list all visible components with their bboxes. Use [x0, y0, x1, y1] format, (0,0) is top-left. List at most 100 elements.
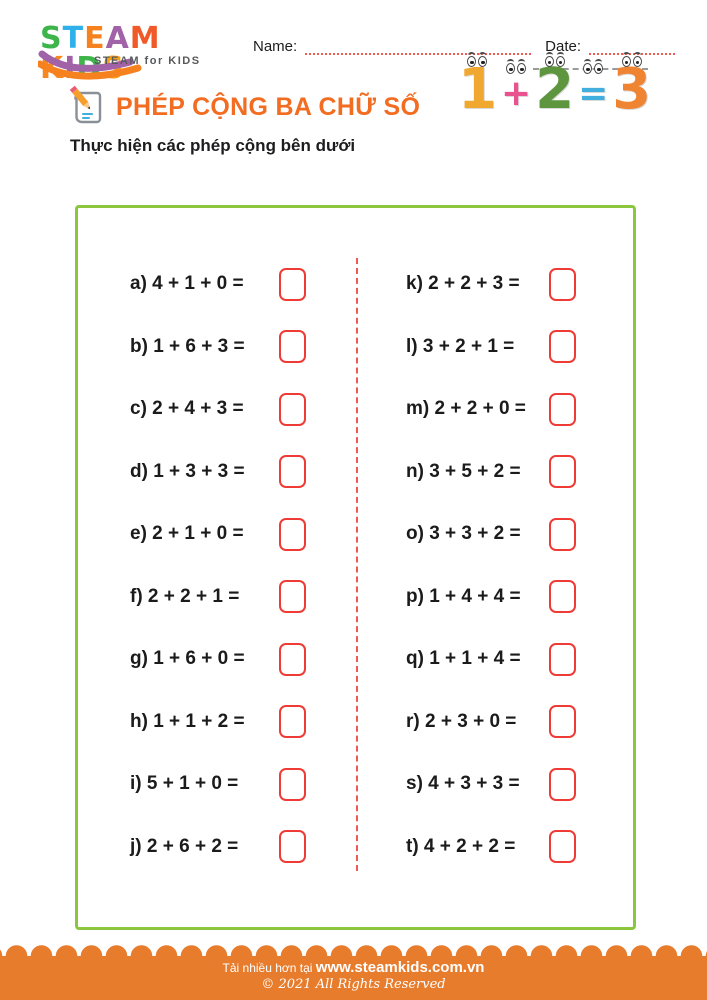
problem-row: o) 3 + 3 + 2 =: [355, 503, 633, 566]
pencil-paper-icon: [69, 86, 102, 124]
page-title: PHÉP CỘNG BA CHỮ SỐ: [116, 92, 421, 121]
answer-box[interactable]: [279, 267, 306, 301]
footer-website-link[interactable]: www.steamkids.com.vn: [315, 959, 485, 976]
mascot-character: 3: [612, 52, 652, 122]
mascot-eye: [583, 59, 593, 75]
problems-column-right: k) 2 + 2 + 3 = l) 3 + 2 + 1 = m) 2 + 2 + 0…: [355, 253, 633, 927]
problem-label: e) 2 + 1 + 0 =: [130, 523, 244, 545]
mascot-eye: [632, 52, 642, 67]
mascot-eyes: [467, 52, 488, 67]
problem-row: t) 4 + 2 + 2 =: [355, 816, 633, 879]
answer-box[interactable]: [549, 455, 576, 489]
answer-box[interactable]: [279, 580, 306, 614]
answer-box[interactable]: [549, 392, 576, 426]
problem-row: e) 2 + 1 + 0 =: [78, 503, 355, 566]
mascot-eye: [478, 52, 488, 67]
problem-row: q) 1 + 1 + 4 =: [355, 628, 633, 691]
problem-label: r) 2 + 3 + 0 =: [406, 710, 517, 732]
problem-row: r) 2 + 3 + 0 =: [355, 691, 633, 754]
problem-label: g) 1 + 6 + 0 =: [130, 648, 245, 670]
footer-scallop-edge: [0, 944, 707, 956]
problem-row: g) 1 + 6 + 0 =: [78, 628, 355, 691]
mascot-numbers-illustration: 1 +2 = 3: [458, 52, 652, 122]
problem-label: h) 1 + 1 + 2 =: [130, 710, 245, 732]
steam-kids-logo: STEAM KIDS STEAM for KIDS: [38, 21, 240, 84]
mascot-eye: [506, 59, 516, 75]
problem-label: t) 4 + 2 + 2 =: [406, 835, 516, 857]
answer-box[interactable]: [279, 705, 306, 739]
problem-row: n) 3 + 5 + 2 =: [355, 441, 633, 504]
mascot-eyes: [583, 59, 604, 75]
logo-letter: M: [129, 21, 161, 56]
answer-box[interactable]: [279, 642, 306, 676]
problem-label: m) 2 + 2 + 0 =: [406, 398, 526, 420]
problem-row: p) 1 + 4 + 4 =: [355, 566, 633, 629]
logo-tagline: STEAM for KIDS: [94, 55, 201, 67]
name-date-row: Name: Date:: [253, 38, 675, 55]
problem-label: k) 2 + 2 + 3 =: [406, 273, 520, 295]
mascot-character: 1: [458, 52, 497, 122]
problem-label: s) 4 + 3 + 3 =: [406, 773, 520, 795]
logo-letter: S: [40, 21, 63, 56]
name-input-line[interactable]: [305, 39, 532, 55]
mascot-eye: [621, 52, 631, 67]
problem-label: j) 2 + 6 + 2 =: [130, 835, 239, 857]
mascot-eyes: [506, 59, 527, 75]
problem-row: i) 5 + 1 + 0 =: [78, 753, 355, 816]
problem-row: m) 2 + 2 + 0 =: [355, 378, 633, 441]
problem-row: k) 2 + 2 + 3 =: [355, 253, 633, 316]
answer-box[interactable]: [549, 767, 576, 801]
mascot-character: 2: [535, 52, 575, 122]
answer-box[interactable]: [549, 705, 576, 739]
problem-row: h) 1 + 1 + 2 =: [78, 691, 355, 754]
footer-band: Tải nhiều hơn tại www.steamkids.com.vn ©…: [0, 956, 707, 1000]
answer-box[interactable]: [279, 830, 306, 864]
problem-row: l) 3 + 2 + 1 =: [355, 316, 633, 379]
footer-copyright: © 2021 All Rights Reserved: [261, 977, 446, 992]
logo-swoosh-icon: [38, 50, 142, 80]
mascot-character: =: [578, 59, 608, 112]
footer: Tải nhiều hơn tại www.steamkids.com.vn ©…: [0, 944, 707, 1000]
date-label: Date:: [545, 38, 581, 55]
problem-row: b) 1 + 6 + 3 =: [78, 316, 355, 379]
answer-box[interactable]: [549, 580, 576, 614]
problem-row: s) 4 + 3 + 3 =: [355, 753, 633, 816]
footer-download-text: Tải nhiều hơn tại www.steamkids.com.vn: [0, 959, 707, 976]
answer-box[interactable]: [549, 642, 576, 676]
mascot-eye: [544, 52, 554, 67]
date-input-line[interactable]: [589, 39, 675, 55]
problem-row: a) 4 + 1 + 0 =: [78, 253, 355, 316]
problem-label: o) 3 + 3 + 2 =: [406, 523, 521, 545]
problem-label: c) 2 + 4 + 3 =: [130, 398, 244, 420]
mascot-character: +: [501, 59, 531, 112]
column-divider: [355, 258, 358, 871]
name-label: Name:: [253, 38, 298, 55]
answer-box[interactable]: [279, 330, 306, 364]
problem-label: p) 1 + 4 + 4 =: [406, 585, 521, 607]
problems-column-left: a) 4 + 1 + 0 = b) 1 + 6 + 3 = c) 2 + 4 + 3…: [78, 253, 355, 927]
answer-box[interactable]: [549, 830, 576, 864]
answer-box[interactable]: [279, 517, 306, 551]
answer-box[interactable]: [549, 330, 576, 364]
answer-box[interactable]: [549, 267, 576, 301]
problem-label: d) 1 + 3 + 3 =: [130, 460, 245, 482]
footer-download-prefix: Tải nhiều hơn tại: [222, 961, 316, 975]
problem-label: q) 1 + 1 + 4 =: [406, 648, 521, 670]
problem-label: i) 5 + 1 + 0 =: [130, 773, 239, 795]
answer-box[interactable]: [279, 455, 306, 489]
problem-label: a) 4 + 1 + 0 =: [130, 273, 244, 295]
answer-box[interactable]: [279, 767, 306, 801]
answer-box[interactable]: [549, 517, 576, 551]
mascot-eye: [594, 59, 604, 75]
answer-box[interactable]: [279, 392, 306, 426]
problem-row: f) 2 + 2 + 1 =: [78, 566, 355, 629]
problem-label: n) 3 + 5 + 2 =: [406, 460, 521, 482]
logo-letter: T: [62, 21, 85, 56]
problems-box: a) 4 + 1 + 0 = b) 1 + 6 + 3 = c) 2 + 4 + 3…: [75, 205, 636, 930]
problem-row: d) 1 + 3 + 3 =: [78, 441, 355, 504]
mascot-eyes: [544, 52, 565, 67]
problem-label: l) 3 + 2 + 1 =: [406, 335, 515, 357]
mascot-eye: [555, 52, 565, 67]
logo-letter: A: [105, 21, 130, 56]
